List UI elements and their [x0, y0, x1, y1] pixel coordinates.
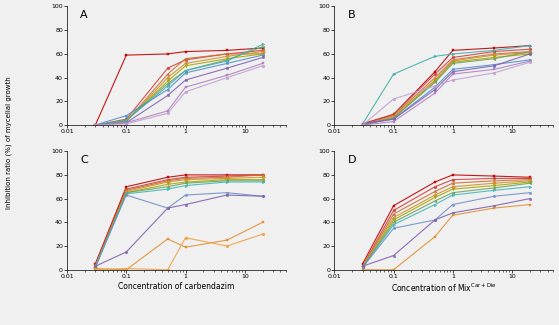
X-axis label: Concentration of carbendazim: Concentration of carbendazim: [119, 282, 235, 291]
Text: C: C: [80, 155, 88, 165]
Text: A: A: [80, 10, 88, 20]
X-axis label: Concentration of Mix$^{\mathregular{Car+Die}}$: Concentration of Mix$^{\mathregular{Car+…: [391, 282, 497, 294]
Text: D: D: [348, 155, 356, 165]
Text: Inhibition ratio (%) of mycelial growth: Inhibition ratio (%) of mycelial growth: [5, 77, 12, 209]
Text: B: B: [348, 10, 355, 20]
